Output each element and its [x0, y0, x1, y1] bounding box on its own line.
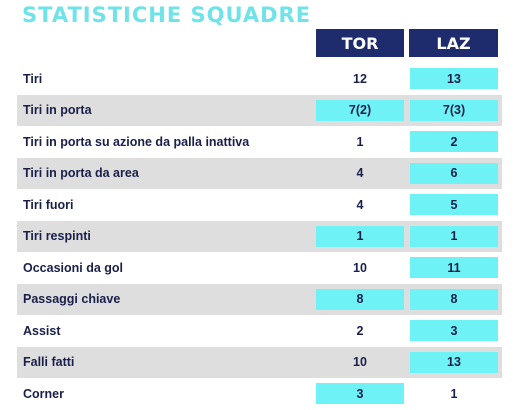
stat-value-tor: 10	[353, 260, 367, 275]
page-title: STATISTICHE SQUADRE	[22, 3, 312, 27]
stat-value-tor: 10	[353, 355, 367, 369]
table-row: Falli fatti 10 13	[17, 346, 502, 378]
stat-label: Tiri in porta su azione da palla inattiv…	[23, 134, 250, 149]
stat-value-tor: 7(2)	[316, 99, 404, 121]
stat-label: Tiri respinti	[23, 229, 91, 244]
stat-label: Tiri fuori	[23, 197, 74, 212]
stat-value-laz: 7(3)	[410, 99, 498, 121]
stat-value-laz: 2	[410, 131, 498, 152]
stat-value-tor: 3	[316, 383, 404, 404]
stat-value-laz: 11	[410, 257, 498, 278]
stat-value-laz: 13	[410, 351, 498, 373]
stat-label: Falli fatti	[23, 355, 75, 370]
stat-value-laz: 1	[410, 225, 498, 247]
stat-value-tor: 1	[316, 225, 404, 247]
stat-label: Tiri in porta da area	[23, 166, 139, 181]
table-row: Tiri 12 13	[17, 63, 502, 95]
table-row: Assist 2 3	[17, 315, 502, 347]
stat-value-laz: 5	[410, 194, 498, 215]
stat-value-tor: 4	[356, 166, 364, 180]
stat-label: Tiri	[23, 71, 43, 86]
table-row: Tiri respinti 1 1	[17, 220, 502, 252]
stat-value-tor: 2	[356, 323, 364, 338]
stat-value-laz: 1	[450, 386, 458, 401]
table-row: Tiri fuori 4 5	[17, 189, 502, 221]
stat-value-laz: 13	[410, 68, 498, 89]
stat-value-tor: 4	[356, 197, 364, 212]
stat-label: Assist	[23, 323, 61, 338]
stat-value-tor: 1	[356, 134, 364, 149]
table-row: Passaggi chiave 8 8	[17, 283, 502, 315]
team-header-laz: LAZ	[409, 29, 498, 57]
table-row: Tiri in porta da area 4 6	[17, 157, 502, 189]
stats-table: Tiri 12 13 Tiri in porta 7(2) 7(3) Tiri in por…	[17, 63, 502, 410]
table-row: Tiri in porta 7(2) 7(3)	[17, 94, 502, 126]
table-row: Tiri in porta su azione da palla inattiv…	[17, 126, 502, 158]
stat-value-tor: 12	[353, 71, 367, 86]
team-header-tor: TOR	[316, 29, 404, 57]
stat-label: Tiri in porta	[23, 103, 92, 118]
stat-label: Corner	[23, 386, 64, 401]
stat-label: Occasioni da gol	[23, 260, 124, 275]
stat-label: Passaggi chiave	[23, 292, 121, 307]
stat-value-laz: 8	[410, 288, 498, 310]
stat-value-laz: 3	[410, 320, 498, 341]
table-row: Occasioni da gol 10 11	[17, 252, 502, 284]
stat-value-laz: 6	[410, 162, 498, 184]
table-row: Corner 3 1	[17, 378, 502, 410]
stat-value-tor: 8	[316, 288, 404, 310]
